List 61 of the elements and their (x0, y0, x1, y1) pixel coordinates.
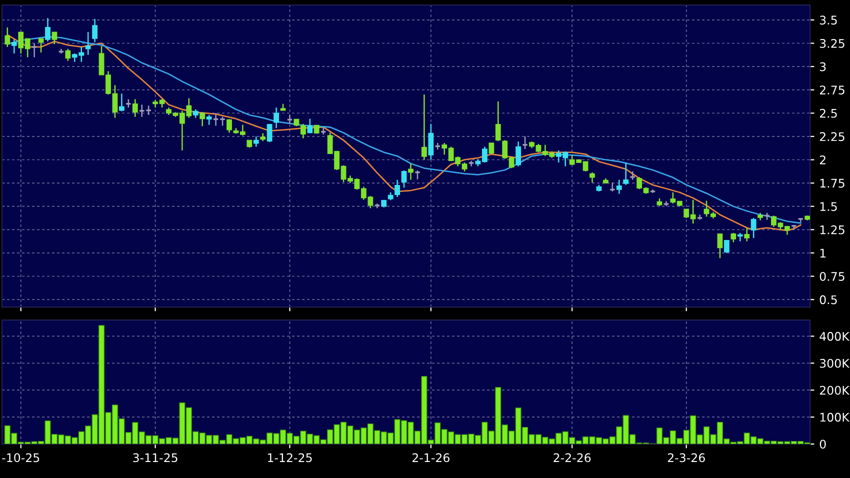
y-tick-label: 3 (820, 62, 826, 72)
candlestick (616, 179, 622, 194)
y-tick-label: 0 (820, 440, 826, 449)
candlestick (4, 26, 10, 48)
candlestick (724, 240, 730, 254)
candlestick (590, 172, 595, 184)
candlestick (11, 38, 17, 54)
candlestick (274, 106, 280, 129)
candlestick (408, 162, 414, 180)
candlestick (52, 31, 58, 45)
candlestick (31, 42, 38, 58)
candlestick (516, 140, 522, 167)
y-tick-label: 1 (820, 248, 826, 258)
y-tick-label: 300K (820, 358, 850, 368)
y-tick-label: 2.5 (820, 108, 837, 118)
candlestick (750, 217, 756, 239)
candlestick (421, 94, 427, 160)
candlestick (253, 136, 259, 148)
candlestick (307, 118, 313, 134)
candlestick (45, 17, 50, 42)
candlestick (744, 227, 750, 242)
x-tick-label: -10-25 (2, 453, 40, 462)
y-tick-label: 1.25 (820, 225, 844, 234)
candlestick (65, 48, 71, 62)
candlestick (300, 123, 306, 139)
x-tick-label: 1-12-25 (268, 453, 312, 462)
x-tick-label: 2-1-26 (412, 453, 450, 462)
y-tick-label: 2 (820, 155, 826, 164)
candlestick (717, 233, 723, 259)
candlestick (522, 136, 528, 150)
candlestick (428, 123, 434, 160)
candlestick (145, 105, 152, 116)
x-tick-label: 3-11-25 (133, 453, 178, 462)
y-tick-label: 100K (820, 412, 850, 422)
candlestick (226, 118, 232, 134)
y-tick-label: 0.75 (820, 272, 844, 281)
y-tick-label: 2.25 (820, 132, 844, 142)
y-tick-label: 3.25 (820, 38, 844, 48)
candlestick (394, 179, 400, 198)
y-tick-label: 1.75 (820, 178, 844, 188)
y-tick-label: 2.75 (820, 86, 844, 94)
candlestick (38, 38, 44, 54)
y-tick-label: 0.5 (820, 295, 837, 304)
candlestick (495, 100, 501, 142)
x-tick-label: 2-3-26 (668, 453, 705, 462)
candlestick (85, 31, 91, 56)
candlestick (132, 98, 138, 118)
candlestick (200, 112, 206, 127)
x-tick-label: 2-2-26 (554, 453, 591, 462)
candlestick (206, 114, 212, 126)
candlestick (92, 18, 98, 43)
candlestick (266, 123, 272, 143)
candlestick (401, 170, 407, 188)
candlestick (623, 162, 629, 186)
y-tick-label: 400K (820, 332, 850, 341)
candlestick (737, 232, 743, 242)
y-tick-label: 200K (820, 386, 850, 395)
y-tick-label: 1.5 (820, 202, 837, 212)
candlestick (730, 232, 736, 243)
y-tick-label: 3.5 (820, 16, 837, 25)
candlestick (118, 92, 124, 112)
